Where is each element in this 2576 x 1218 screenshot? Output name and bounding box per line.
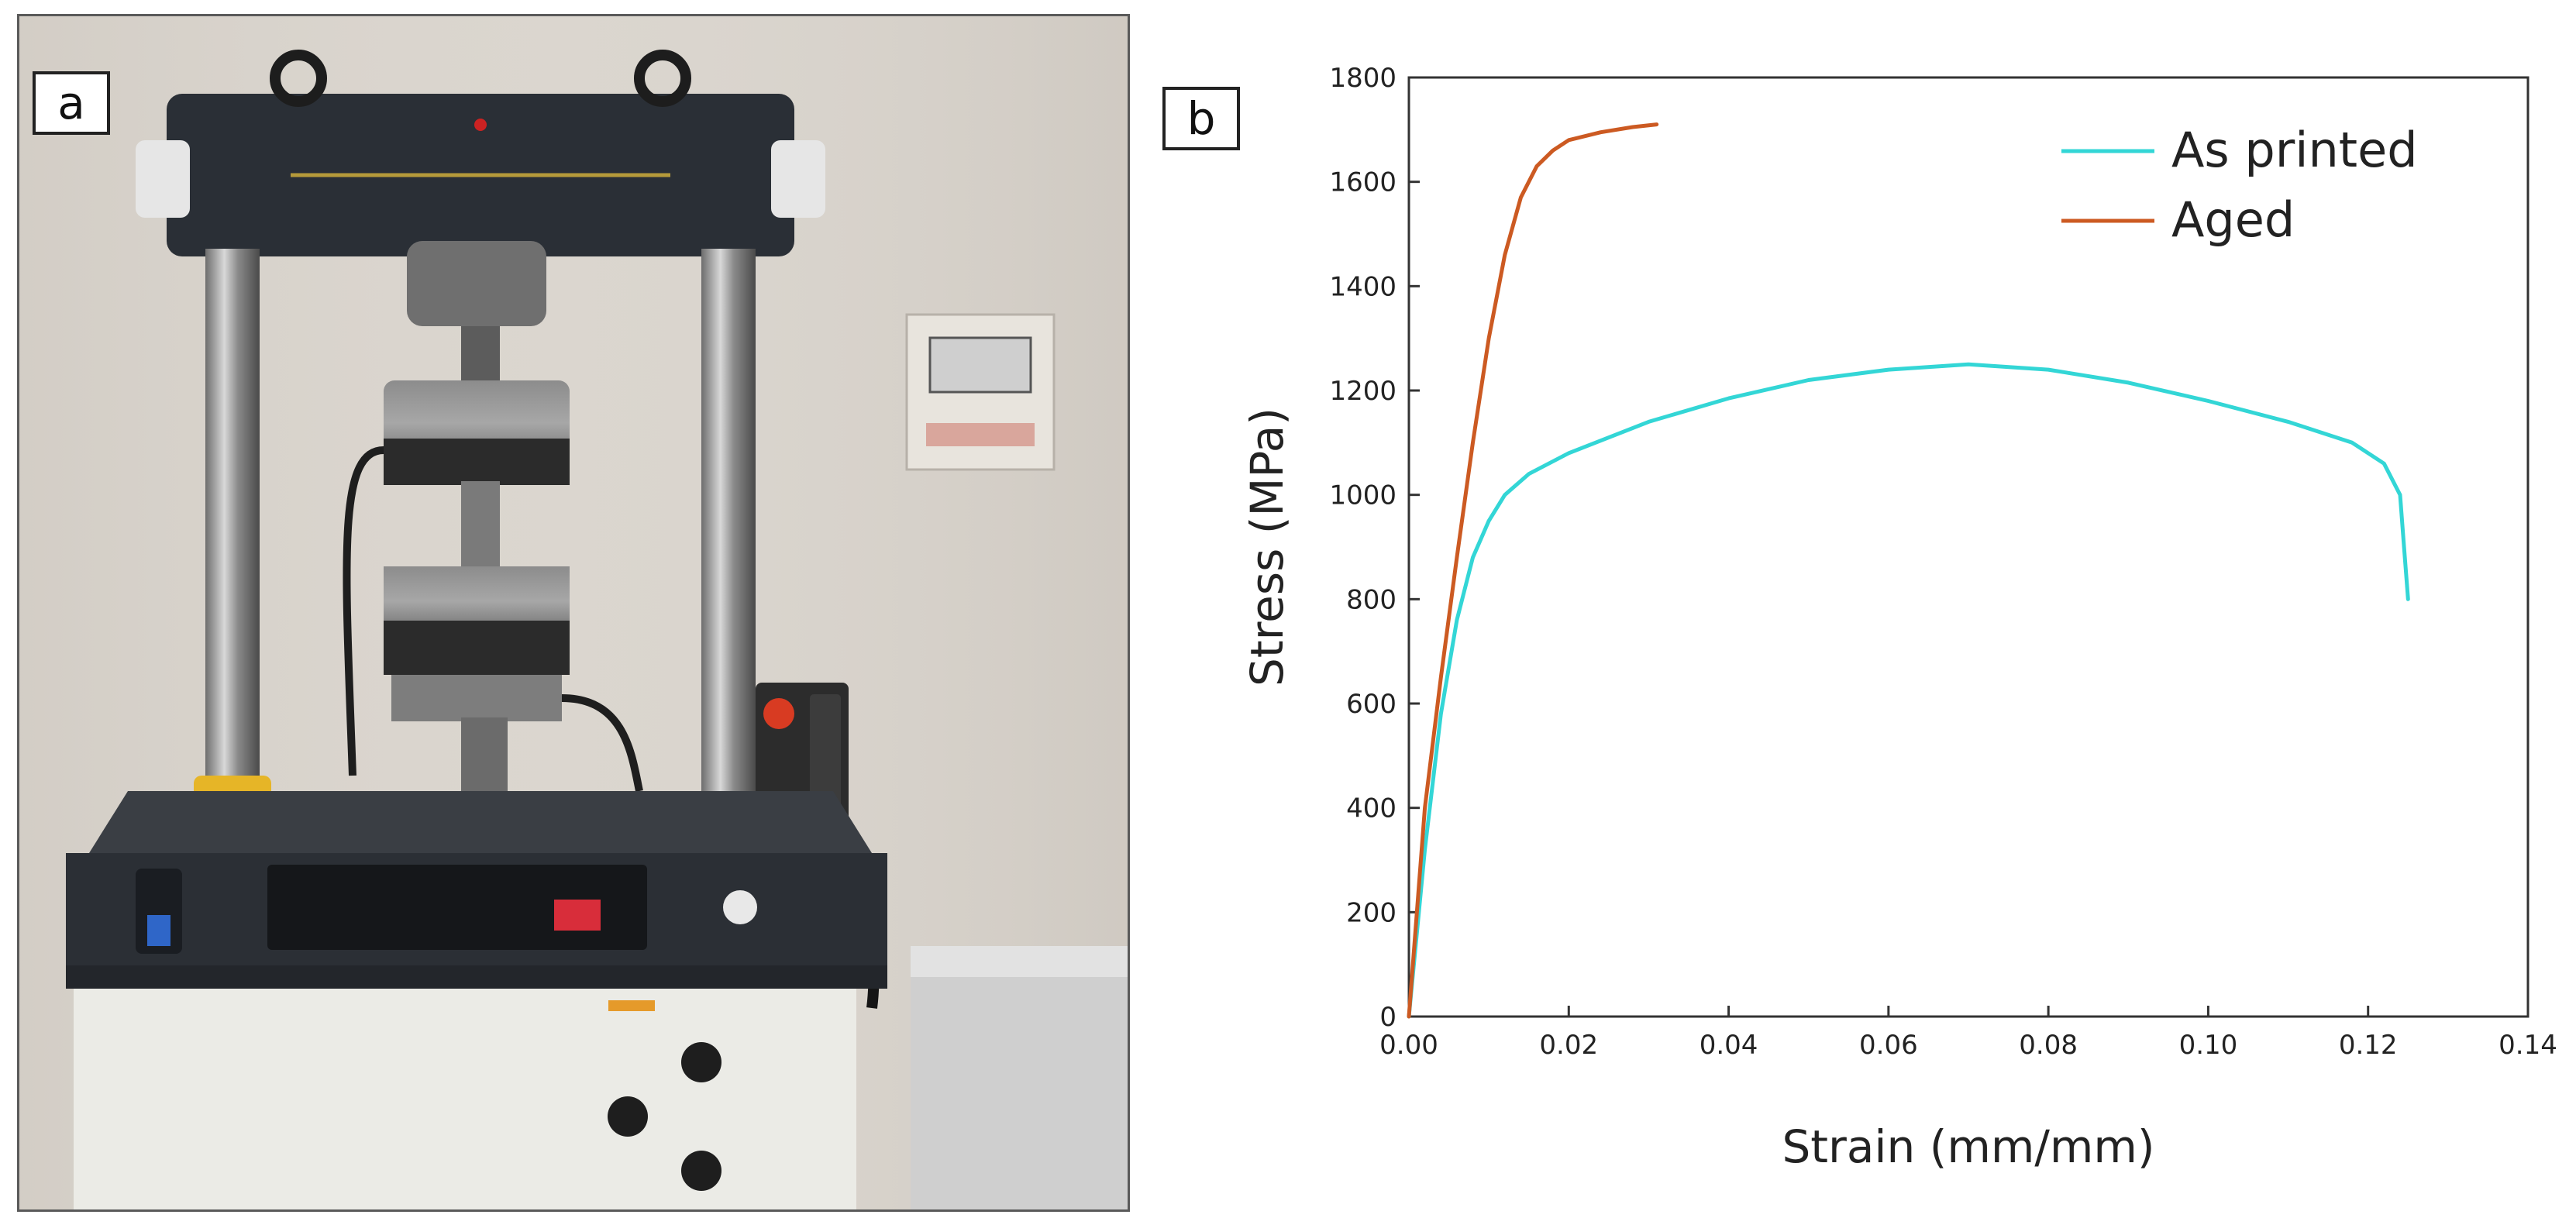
y-axis-title: Stress (MPa) [1241, 408, 1293, 686]
legend-entry: As printed [2171, 122, 2418, 178]
legend-entry: Aged [2171, 191, 2295, 248]
legend: As printed Aged [2061, 122, 2418, 248]
y-tick-label: 1400 [1329, 271, 1396, 302]
y-tick-label: 200 [1346, 897, 1396, 928]
stress-strain-chart: 0.00 0.02 0.04 0.06 0.08 0.10 0.12 0.14 0 200 400 6… [1124, 0, 2576, 1218]
tensile-testing-machine-illustration [19, 16, 1128, 1209]
y-tick-label: 1800 [1329, 63, 1396, 94]
y-tick-label: 1000 [1329, 480, 1396, 511]
x-tick-label: 0.14 [2499, 1030, 2557, 1061]
machine-photo [17, 14, 1130, 1212]
x-tick-label: 0.00 [1379, 1030, 1438, 1061]
x-tick-label: 0.12 [2339, 1030, 2398, 1061]
plot-frame [1407, 76, 2530, 1018]
x-tick-label: 0.10 [2179, 1030, 2238, 1061]
y-tick-label: 1200 [1329, 376, 1396, 407]
x-axis-title: Strain (mm/mm) [1782, 1120, 2154, 1173]
y-tick-label: 600 [1346, 689, 1396, 720]
x-tick-label: 0.02 [1539, 1030, 1598, 1061]
axes: 0.00 0.02 0.04 0.06 0.08 0.10 0.12 0.14 0 200 400 6… [1329, 63, 2557, 1061]
series-line-aged [1407, 122, 1659, 1019]
panel-label-a: a [33, 71, 110, 135]
chart-svg: 0.00 0.02 0.04 0.06 0.08 0.10 0.12 0.14 0 200 400 6… [1241, 63, 2557, 1173]
panel-label-b: b [1162, 87, 1240, 150]
x-tick-label: 0.04 [1700, 1030, 1758, 1061]
x-tick-label: 0.08 [2019, 1030, 2078, 1061]
y-tick-label: 0 [1379, 1002, 1396, 1033]
series-lines [1407, 122, 2410, 1019]
y-tick-label: 800 [1346, 584, 1396, 615]
x-tick-label: 0.06 [1859, 1030, 1918, 1061]
y-tick-label: 400 [1346, 793, 1396, 824]
y-tick-label: 1600 [1329, 167, 1396, 198]
series-line-as-printed [1407, 362, 2410, 1019]
